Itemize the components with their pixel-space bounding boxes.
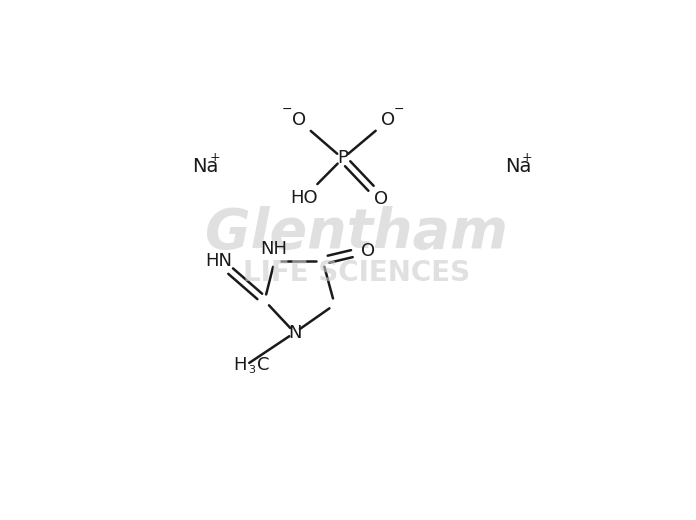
Text: −: −: [282, 103, 293, 116]
Text: Na: Na: [505, 157, 531, 176]
Text: N: N: [288, 323, 301, 342]
Text: O: O: [381, 111, 395, 129]
Text: O: O: [292, 111, 306, 129]
Text: C: C: [257, 356, 269, 374]
Text: Na: Na: [193, 157, 219, 176]
Text: HO: HO: [290, 189, 317, 207]
Text: O: O: [361, 242, 375, 259]
Text: +: +: [209, 151, 220, 164]
Text: NH: NH: [260, 240, 287, 257]
Text: HN: HN: [205, 252, 232, 269]
Text: 3: 3: [248, 366, 255, 375]
Text: Glentham: Glentham: [205, 205, 508, 259]
Text: +: +: [521, 151, 532, 164]
Text: −: −: [394, 103, 404, 116]
Text: H: H: [233, 356, 246, 374]
Text: P: P: [338, 149, 348, 167]
Text: LIFE SCIENCES: LIFE SCIENCES: [243, 258, 470, 287]
Text: O: O: [374, 190, 388, 209]
